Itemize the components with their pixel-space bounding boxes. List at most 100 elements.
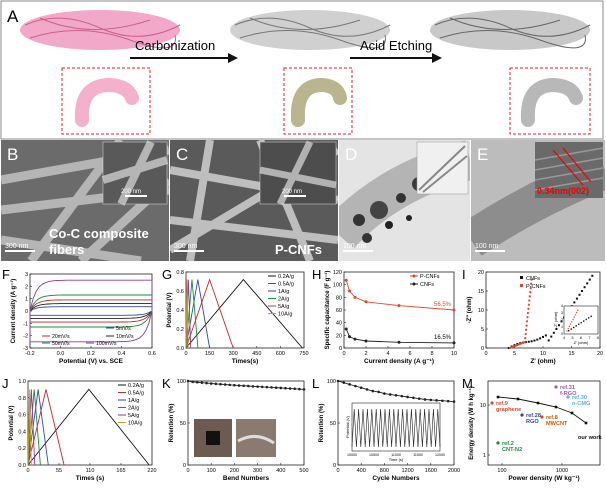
legend-label: CNFs bbox=[526, 276, 540, 282]
x-tick-label: 1600 bbox=[425, 468, 437, 474]
y-axis-label: Current density (A g⁻¹) bbox=[10, 279, 17, 344]
x-tick-label: 20 bbox=[597, 351, 603, 357]
inset-point bbox=[568, 325, 571, 328]
x-tick-label: 0 bbox=[342, 351, 345, 357]
y-tick-label: 100 bbox=[177, 379, 186, 385]
data-point bbox=[527, 340, 530, 343]
gcd-curve bbox=[27, 389, 36, 466]
data-point bbox=[525, 328, 528, 331]
data-point bbox=[530, 278, 533, 281]
data-point bbox=[523, 341, 526, 344]
data-point bbox=[584, 421, 588, 425]
x-axis-label: Power density (W kg⁻¹) bbox=[508, 475, 579, 482]
y-axis-label: Retention (%) bbox=[319, 404, 325, 443]
lattice-label: 0.34nm(002) bbox=[537, 186, 589, 196]
x-tick-label: 1000 bbox=[556, 468, 568, 474]
ref-label: our work bbox=[578, 435, 603, 441]
ref-label: ref.30 bbox=[572, 395, 587, 401]
x-tick-label: 0.2 bbox=[87, 351, 95, 357]
data-point bbox=[195, 380, 199, 384]
data-point bbox=[394, 393, 398, 397]
data-point bbox=[342, 381, 346, 384]
data-point bbox=[573, 301, 576, 304]
data-point bbox=[591, 274, 594, 277]
x-tick-label: 2 bbox=[364, 351, 367, 357]
panel-letter-e: E bbox=[477, 145, 488, 164]
data-point bbox=[528, 295, 531, 298]
inset-x-tick-label: 11500 bbox=[413, 453, 423, 457]
panel-letter-a: A bbox=[7, 7, 19, 26]
panel-letter-g: G bbox=[162, 267, 172, 282]
data-point bbox=[526, 311, 530, 315]
data-point bbox=[452, 400, 456, 403]
inset-point bbox=[571, 321, 573, 323]
panel-b-sem: B 200 nm 300 nm Co-C composite fibers bbox=[1, 140, 169, 261]
ref-sub-label: MWCNT bbox=[546, 421, 568, 427]
data-point bbox=[552, 331, 555, 334]
data-point bbox=[583, 286, 586, 289]
plot-frame bbox=[29, 273, 153, 349]
data-point bbox=[348, 289, 351, 293]
y-axis-label: Potential (V) bbox=[167, 292, 173, 327]
data-point bbox=[251, 385, 255, 388]
data-point bbox=[223, 383, 227, 386]
photo-bent-strip bbox=[237, 435, 275, 445]
data-point bbox=[265, 385, 269, 389]
data-point bbox=[521, 341, 524, 344]
data-point bbox=[359, 386, 363, 390]
data-point bbox=[536, 401, 540, 405]
chart-m-ragone: M 100 1000 1 10 Power density (W kg⁻¹) Energy … bbox=[460, 375, 606, 489]
data-point bbox=[536, 338, 539, 341]
inset-point bbox=[583, 320, 585, 322]
y-tick-label: 0.2 bbox=[176, 327, 184, 333]
data-point bbox=[186, 379, 190, 383]
inset-y-label: Potential (V) bbox=[345, 415, 350, 438]
inset-x-tick-label: 11000 bbox=[391, 453, 401, 457]
ref-sub-label: CNT-N2 bbox=[502, 447, 522, 453]
chart-j-gcd: J 0 55 110 165 220 0.0 0.2 0.4 0.6 0.8 1.0 Times (s)… bbox=[0, 375, 160, 489]
x-tick-label: 750 bbox=[299, 351, 308, 357]
data-point bbox=[353, 337, 357, 341]
x-tick-label: 0.0 bbox=[57, 351, 65, 357]
gcd-curve bbox=[27, 389, 32, 466]
panel-letter-i: I bbox=[462, 267, 466, 282]
legend-marker bbox=[520, 276, 523, 279]
chart-g-gcd: G 0 150 300 450 600 750 0.0 0.2 0.4 0.6 0.8 Times(s)… bbox=[160, 266, 310, 372]
y-tick-label: 0.4 bbox=[18, 429, 26, 435]
data-point bbox=[575, 297, 578, 300]
data-point bbox=[435, 399, 438, 402]
data-point bbox=[348, 383, 351, 386]
panel-d-tem: D 100 nm bbox=[339, 140, 470, 261]
data-point bbox=[348, 335, 351, 339]
data-point bbox=[507, 347, 510, 349]
inset-scale-c: 200 nm bbox=[282, 189, 302, 195]
data-point bbox=[298, 387, 301, 391]
y-tick-label: 0.0 bbox=[18, 463, 26, 469]
panel-letter-k: K bbox=[162, 376, 171, 391]
y-tick-label: 60 bbox=[336, 308, 342, 314]
inset-point bbox=[575, 311, 578, 314]
legend-marker bbox=[412, 282, 416, 286]
x-tick-label: 10 bbox=[451, 351, 457, 357]
panel-letter-l: L bbox=[312, 376, 319, 391]
data-point bbox=[525, 320, 529, 323]
x-tick-label: 100 bbox=[497, 468, 506, 474]
data-point bbox=[344, 327, 348, 331]
ref-marker bbox=[496, 441, 500, 445]
y-tick-label: 15 bbox=[478, 289, 484, 295]
data-point bbox=[529, 286, 532, 290]
data-point bbox=[247, 384, 250, 388]
legend-label: 5A/g bbox=[128, 413, 139, 419]
series-line bbox=[337, 380, 455, 403]
data-point bbox=[533, 339, 536, 342]
ref-label: ref.28 bbox=[526, 413, 541, 419]
data-point bbox=[219, 382, 222, 386]
ref-sub-label: RGO bbox=[526, 419, 539, 425]
x-tick-label: 4 bbox=[386, 351, 389, 357]
legend-label: 10A/g bbox=[128, 421, 142, 427]
data-point bbox=[191, 380, 194, 384]
inset-point bbox=[573, 316, 575, 318]
data-point bbox=[371, 389, 375, 393]
x-tick-label: 300 bbox=[253, 468, 262, 474]
data-point bbox=[525, 324, 528, 327]
